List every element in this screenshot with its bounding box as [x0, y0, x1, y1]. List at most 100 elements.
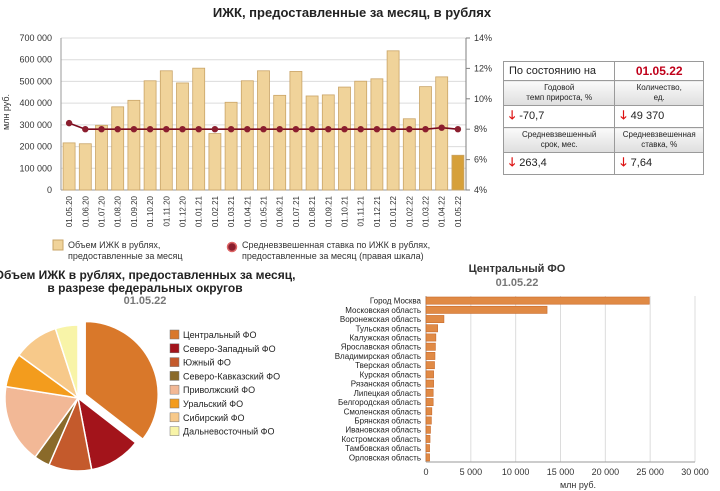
main-ylabel: млн руб. [1, 94, 11, 130]
rate-point [211, 126, 219, 133]
pie-slice [4, 385, 80, 459]
pie-legend-label: Северо-Кавказский ФО [183, 371, 280, 381]
region-label: Орловская область [349, 453, 421, 462]
x-tick-label: 01.01.22 [389, 195, 398, 227]
term-value: 263,4 [519, 157, 547, 169]
y-tick-label: 0 [47, 185, 52, 195]
region-bar [425, 370, 434, 379]
x-tick-label: 01.09.21 [324, 195, 333, 227]
region-bar [425, 388, 434, 397]
region-label: Липецкая область [354, 389, 421, 398]
x-tick-label: 01.10.21 [341, 195, 350, 227]
region-label: Московская область [345, 306, 421, 315]
rate-point [292, 126, 300, 133]
region-label: Тамбовская область [345, 444, 421, 453]
rate-point [65, 119, 73, 127]
region-bar [425, 342, 436, 351]
region-label: Брянская область [354, 417, 421, 426]
x-tick-label: 01.04.22 [438, 195, 447, 227]
info-table: По состоянию на 01.05.22 Годовой темп при… [502, 61, 704, 175]
rate-point [341, 126, 348, 133]
count-value: 49 370 [630, 110, 665, 122]
pie-legend-label: Сибирский ФО [183, 413, 245, 423]
volume-bar [370, 78, 384, 191]
term-value-cell: 🡓 263,4 [502, 152, 616, 175]
region-label: Курская область [360, 370, 421, 379]
region-bar [425, 453, 430, 462]
term-header: Средневзвешенный срок, мес. [502, 127, 616, 153]
pie-legend-swatch [169, 371, 180, 381]
h-x-tick-label: 20 000 [592, 467, 620, 477]
y-tick-label: 200 000 [19, 142, 52, 152]
y-tick-label: 700 000 [19, 33, 52, 43]
pie-date: 01.05.22 [124, 295, 167, 307]
x-tick-label: 01.01.21 [195, 195, 204, 227]
count-value-cell: 🡓 49 370 [614, 105, 704, 128]
pie-legend-swatch [169, 343, 180, 354]
region-bar [425, 305, 548, 314]
pie-title-2: в разрезе федеральных округов [47, 281, 242, 295]
central-title: Центральный ФО [469, 263, 566, 275]
x-tick-label: 01.07.21 [292, 195, 301, 227]
pie-legend-label: Северо-Западный ФО [183, 344, 276, 354]
volume-bar [240, 80, 254, 191]
x-tick-label: 01.02.21 [211, 195, 220, 227]
rate-point [389, 126, 397, 133]
rate-point [308, 126, 316, 133]
x-tick-label: 01.05.22 [454, 195, 463, 227]
rate-header: Средневзвешенная ставка, % [614, 127, 704, 153]
central-date: 01.05.22 [496, 277, 539, 289]
y-tick-label: 500 000 [19, 76, 52, 86]
volume-bar [143, 80, 157, 191]
region-label: Ивановская область [345, 426, 421, 435]
x-tick-label: 01.03.21 [227, 195, 236, 227]
region-bar [425, 352, 436, 360]
volume-bar [224, 101, 238, 191]
volume-bar [338, 86, 351, 191]
region-bar [425, 416, 432, 425]
legend-bars-swatch [52, 239, 64, 251]
region-bar [425, 361, 435, 370]
rate-point [422, 126, 429, 133]
x-tick-label: 01.10.20 [146, 195, 155, 227]
central-xlabel: млн руб. [560, 480, 596, 490]
pie-legend-swatch [169, 384, 180, 395]
rate-point [179, 126, 186, 133]
volume-bar [305, 95, 319, 191]
region-bar [425, 315, 445, 323]
volume-bar [127, 99, 141, 191]
region-bar [425, 425, 431, 434]
h-x-tick-label: 5 000 [460, 467, 483, 477]
pie-legend-label: Приволжский ФО [183, 385, 255, 395]
pie-slice [54, 324, 79, 399]
growth-value: -70,7 [519, 110, 545, 122]
rate-point [146, 126, 154, 133]
rate-point [260, 126, 267, 133]
region-label: Город Москва [370, 297, 422, 306]
rate-point [276, 126, 283, 133]
x-tick-label: 01.05.20 [65, 195, 74, 227]
rate-point [357, 126, 364, 133]
legend-line-label-2: предоставленные за месяц (правая шкала) [242, 251, 424, 261]
count-header: Количество, ед. [614, 80, 704, 106]
pie-legend-swatch [169, 398, 180, 409]
as-of-date: 01.05.22 [614, 61, 704, 81]
h-x-tick-label: 15 000 [547, 467, 575, 477]
h-x-tick-label: 30 000 [681, 467, 709, 477]
rate-point [98, 126, 105, 133]
x-tick-label: 01.12.21 [373, 195, 382, 227]
region-bar [425, 444, 430, 453]
legend-line-label-1: Средневзвешенная ставка по ИЖК в рублях, [242, 240, 430, 250]
rate-point [438, 124, 445, 131]
region-bar [425, 398, 434, 406]
y-tick-label: 400 000 [19, 98, 52, 108]
region-label: Тульская область [356, 324, 421, 333]
rate-value: 7,64 [630, 157, 653, 169]
x-tick-label: 01.07.20 [98, 195, 107, 227]
volume-bar [354, 80, 368, 191]
region-label: Владимирская область [335, 352, 421, 361]
x-tick-label: 01.08.20 [114, 195, 123, 227]
x-tick-label: 01.09.20 [130, 195, 139, 227]
down-arrow-icon: 🡓 [620, 108, 627, 122]
